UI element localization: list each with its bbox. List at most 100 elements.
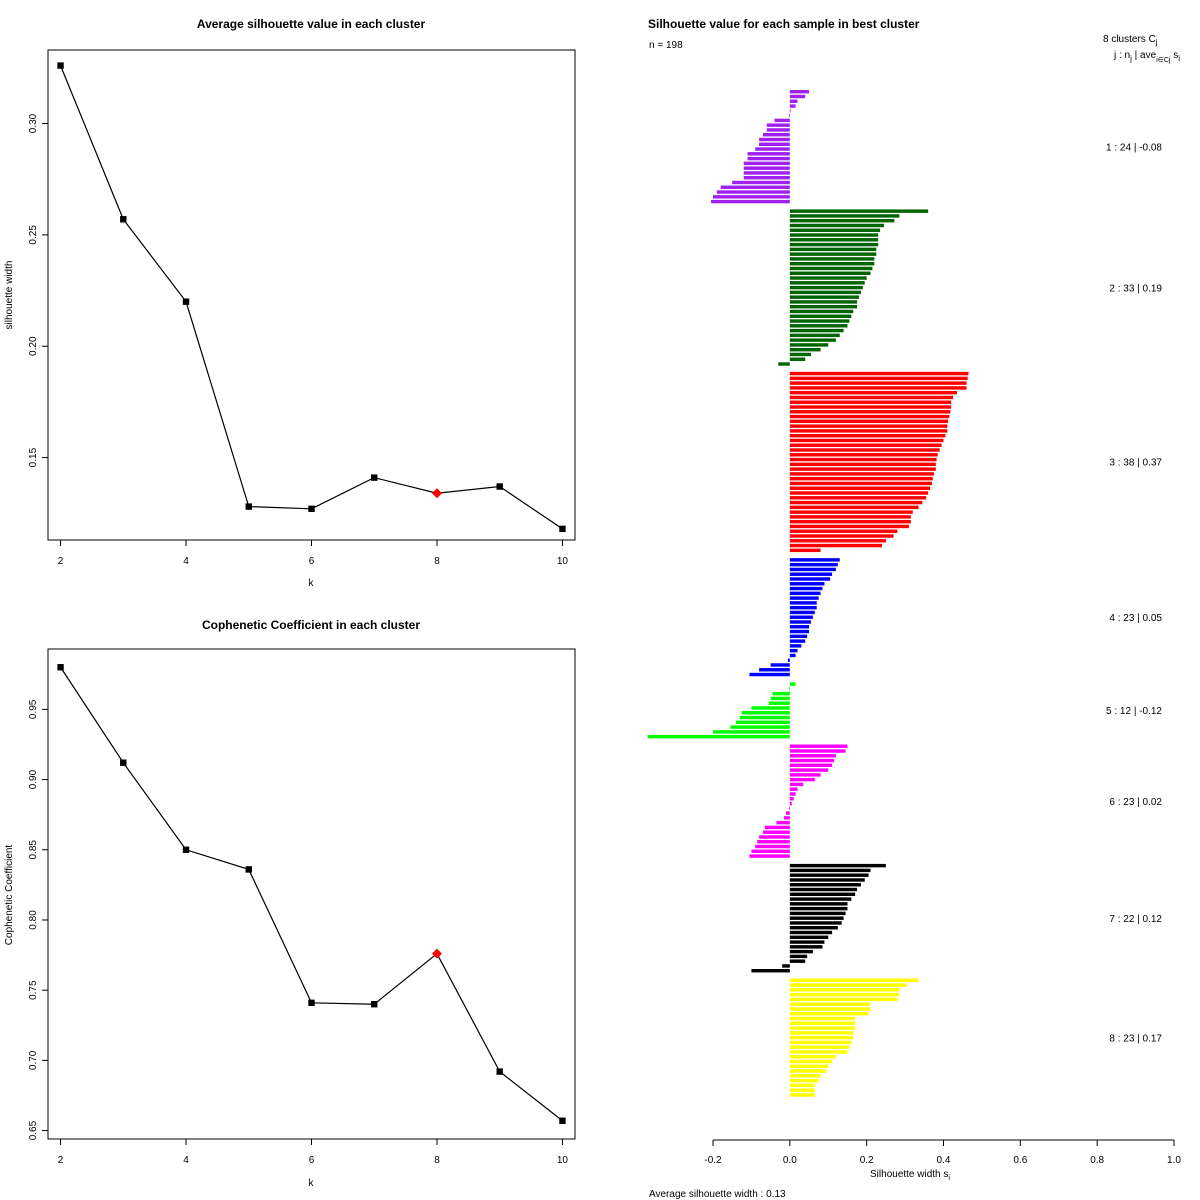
sil-plot-average-note: Average silhouette width : 0.13 [649, 1189, 786, 1200]
sil-bar [789, 500, 923, 505]
sil-bar [789, 94, 806, 99]
sil-bar [789, 992, 900, 997]
sil-bar [789, 558, 840, 562]
avg-point [371, 474, 378, 481]
sil-legend-title: 8 clusters Cj [1103, 34, 1158, 47]
sil-bar [789, 782, 804, 787]
sil-bar [789, 792, 796, 796]
sil-bar [789, 257, 875, 261]
sil-bar [749, 854, 790, 858]
sil-bar [789, 797, 794, 801]
sil-bar [789, 324, 848, 328]
sil-bar [778, 362, 790, 366]
sil-bar [789, 625, 810, 629]
sil-bar [789, 639, 806, 643]
sil-bar [789, 1031, 854, 1035]
sil-bar [789, 926, 838, 930]
sil-bar [713, 195, 790, 199]
sil-bar [789, 448, 940, 452]
coph-plot-title: Cophenetic Coefficient in each cluster [202, 618, 420, 632]
avg-plot-frame [47, 49, 576, 541]
sil-bar [789, 596, 819, 600]
sil-bar [789, 376, 968, 381]
coph-y-tick-label: 0.65 [28, 1120, 39, 1140]
sil-bar [789, 1016, 856, 1021]
sil-bar [789, 433, 946, 438]
sil-bar [789, 873, 869, 877]
coph-point [308, 999, 315, 1007]
sil-bar [736, 720, 790, 725]
avg-x-tick-label: 6 [309, 556, 315, 567]
sil-bar [789, 801, 792, 806]
sil-bar [789, 601, 817, 605]
coph-plot-y-axis: 0.65 0.70 0.75 0.80 0.85 0.90 0.95 [28, 699, 48, 1140]
sil-bar [762, 132, 790, 137]
sil-bar [789, 309, 854, 314]
coph-plot-series [57, 664, 566, 1124]
sil-bar [789, 1074, 821, 1078]
sil-bar [772, 691, 790, 696]
sil-bar [789, 347, 821, 352]
sil-plot-cluster-labels: 1 : 24 | -0.08 2 : 33 | 0.19 3 : 38 | 0.37… [1106, 142, 1162, 1044]
sil-bar [789, 1064, 829, 1068]
sil-bar [789, 906, 848, 911]
sil-bar [789, 453, 938, 457]
sil-bar [789, 496, 927, 500]
sil-bar [789, 529, 898, 533]
sil-bar [768, 701, 790, 705]
coph-plot-ylabel: Cophenetic Coefficient [4, 845, 15, 946]
sil-bar [789, 935, 829, 940]
coph-y-tick-label: 0.80 [28, 910, 39, 930]
sil-bar [789, 476, 933, 481]
sil-legend-header: j : nj | avei∈Cj si [1113, 50, 1180, 64]
sil-bar [743, 161, 790, 166]
sil-bar [789, 1093, 815, 1097]
avg-x-tick-label: 2 [58, 556, 64, 567]
sil-bar [759, 142, 790, 146]
average-silhouette-plot: Average silhouette value in each cluster… [4, 17, 576, 589]
sil-bar [743, 175, 790, 180]
coph-y-tick-label: 0.90 [28, 769, 39, 789]
sil-bar [789, 491, 929, 495]
sil-bar [789, 295, 859, 299]
sil-bar [789, 883, 861, 887]
avg-x-tick-label: 4 [183, 556, 189, 567]
sil-bar [741, 711, 790, 715]
avg-x-tick-label: 10 [557, 556, 569, 567]
sil-bar [789, 806, 790, 811]
sil-bar [789, 371, 969, 376]
sil-bar [747, 152, 790, 156]
sil-bar [789, 414, 950, 419]
avg-line [59, 65, 563, 530]
sil-bar [789, 218, 895, 223]
avg-point [559, 525, 566, 533]
sil-bar [789, 959, 806, 963]
sil-x-tick-label: 1.0 [1167, 1155, 1181, 1166]
avg-point [182, 298, 190, 305]
sil-bar [789, 285, 863, 290]
sil-bar [770, 696, 790, 701]
sil-bar [711, 199, 790, 204]
sil-bar [789, 410, 951, 414]
sil-bar [789, 352, 811, 357]
sil-bar [789, 930, 833, 935]
sil-bar [789, 429, 948, 433]
sil-bar [789, 1088, 815, 1092]
sil-bar [789, 1026, 856, 1030]
sil-bar [762, 830, 790, 834]
avg-plot-ylabel: silhouette width [4, 261, 15, 330]
sil-bar [789, 261, 875, 266]
sil-bar [789, 892, 856, 897]
sil-bar [789, 749, 846, 753]
sil-bar [789, 572, 833, 576]
sil-bar [789, 1069, 827, 1073]
sil-cluster-label: 2 : 33 | 0.19 [1109, 283, 1162, 294]
sil-bar [789, 1078, 819, 1083]
sil-bar [789, 333, 840, 338]
avg-point [245, 503, 252, 510]
sil-bar [789, 1059, 833, 1064]
sil-bar [789, 978, 919, 983]
avg-y-tick-label: 0.15 [28, 447, 39, 467]
sil-bar [789, 768, 829, 772]
sil-bar [789, 940, 825, 944]
